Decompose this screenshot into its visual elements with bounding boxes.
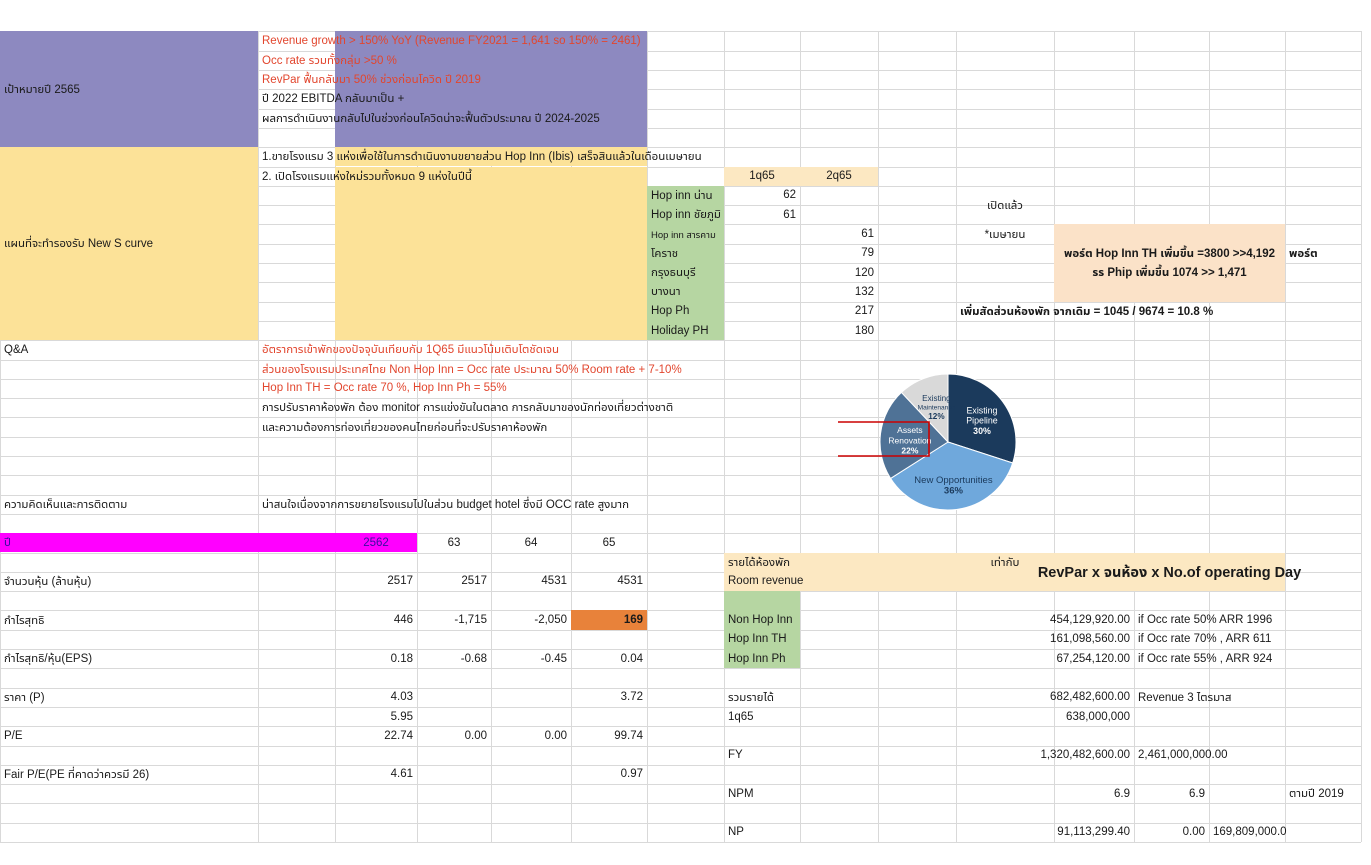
- svg-text:Existing: Existing: [922, 394, 951, 403]
- svg-text:36%: 36%: [944, 485, 964, 496]
- svg-text:Maintenance: Maintenance: [917, 404, 955, 411]
- svg-text:Pipeline: Pipeline: [966, 415, 998, 425]
- svg-text:New Opportunities: New Opportunities: [914, 474, 993, 485]
- svg-text:30%: 30%: [973, 425, 991, 435]
- svg-text:12%: 12%: [928, 411, 945, 420]
- svg-text:Existing: Existing: [966, 405, 997, 415]
